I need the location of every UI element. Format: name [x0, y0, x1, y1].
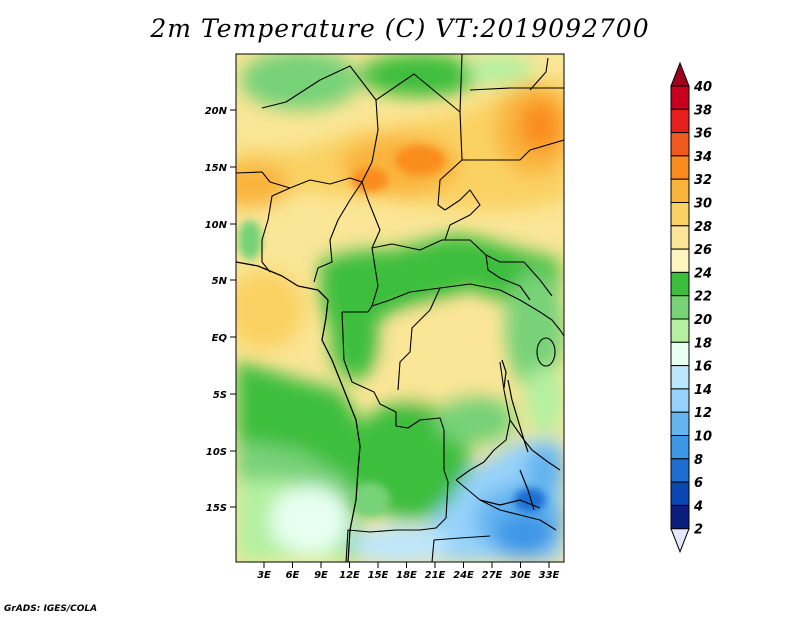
colorbar-top-arrow — [670, 61, 690, 87]
colorbar-label: 40 — [693, 80, 712, 95]
lat-tick-label: 10S — [206, 447, 227, 458]
lon-tick-label: 30E — [510, 570, 531, 581]
colorbar-label: 16 — [694, 360, 712, 375]
colorbar-swatch — [670, 295, 690, 320]
colorbar-label: 24 — [694, 266, 712, 281]
colorbar-swatch — [670, 271, 690, 297]
plot-frame — [235, 53, 565, 563]
lat-tick-label: 20N — [205, 106, 228, 117]
colorbar-swatch — [670, 435, 690, 460]
colorbar-swatch — [670, 481, 690, 506]
lon-tick-label: 33E — [539, 570, 560, 581]
lat-tick-label: 15N — [205, 163, 228, 174]
colorbar-swatch — [670, 155, 690, 180]
colorbar-swatch — [670, 318, 690, 343]
map-title: 2m Temperature (C) VT:2019092700 — [150, 14, 650, 43]
colorbar-swatch — [670, 248, 690, 273]
longitude-axis: 3E 6E 9E 12E 15E 18E 21E 24E 27E 30E 33E — [257, 562, 560, 581]
colorbar-swatch — [670, 365, 690, 390]
colorbar-label: 28 — [694, 220, 712, 235]
colorbar-swatch — [670, 132, 690, 157]
colorbar-label: 32 — [694, 173, 712, 188]
colorbar-label: 38 — [694, 103, 712, 118]
colorbar-swatch — [670, 341, 690, 367]
colorbar-label: 30 — [694, 197, 712, 212]
colorbar-label: 14 — [694, 383, 712, 398]
lat-tick-label: 5S — [213, 390, 227, 401]
colorbar-label: 12 — [694, 406, 712, 421]
lon-tick-label: 15E — [368, 570, 389, 581]
lat-tick-label: EQ — [212, 333, 228, 344]
lon-tick-label: 21E — [425, 570, 446, 581]
colorbar-label: 18 — [694, 336, 712, 351]
lon-tick-label: 12E — [339, 570, 360, 581]
colorbar-label: 2 — [694, 523, 703, 538]
colorbar-swatch — [670, 178, 690, 203]
colorbar-label: 10 — [694, 430, 712, 445]
colorbar-swatch — [670, 411, 690, 437]
colorbar-swatch — [670, 388, 690, 413]
colorbar-label: 26 — [694, 243, 712, 258]
lon-tick-label: 3E — [257, 570, 271, 581]
colorbar-swatch — [670, 225, 690, 250]
credit-text: GrADS: IGES/COLA — [4, 604, 98, 614]
lat-tick-label: 10N — [205, 220, 228, 231]
colorbar-swatch — [670, 85, 690, 110]
lon-tick-label: 9E — [314, 570, 328, 581]
country-borders — [236, 54, 564, 562]
colorbar-label: 34 — [694, 150, 712, 165]
lat-tick-label: 15S — [206, 503, 227, 514]
colorbar-swatch — [670, 504, 690, 530]
latitude-axis: 20N 15N 10N 5N EQ 5S 10S 15S — [205, 106, 236, 514]
colorbar-label: 22 — [694, 290, 712, 305]
colorbar-label: 6 — [694, 476, 703, 491]
colorbar: 40 38 36 34 32 30 28 26 24 22 20 18 16 14 12 10 8 6 4 2 — [670, 61, 712, 554]
temperature-field — [236, 54, 564, 562]
colorbar-swatch — [670, 458, 690, 483]
lon-tick-label: 24E — [453, 570, 474, 581]
colorbar-label: 4 — [693, 499, 703, 514]
lat-tick-label: 5N — [212, 276, 228, 287]
colorbar-swatch — [670, 108, 690, 134]
colorbar-label: 36 — [694, 127, 712, 142]
lon-tick-label: 27E — [482, 570, 503, 581]
colorbar-swatch — [670, 202, 690, 227]
lon-tick-label: 6E — [286, 570, 300, 581]
colorbar-label: 20 — [694, 313, 712, 328]
colorbar-bottom-arrow — [670, 528, 690, 554]
colorbar-label: 8 — [694, 453, 703, 468]
lon-tick-label: 18E — [396, 570, 417, 581]
